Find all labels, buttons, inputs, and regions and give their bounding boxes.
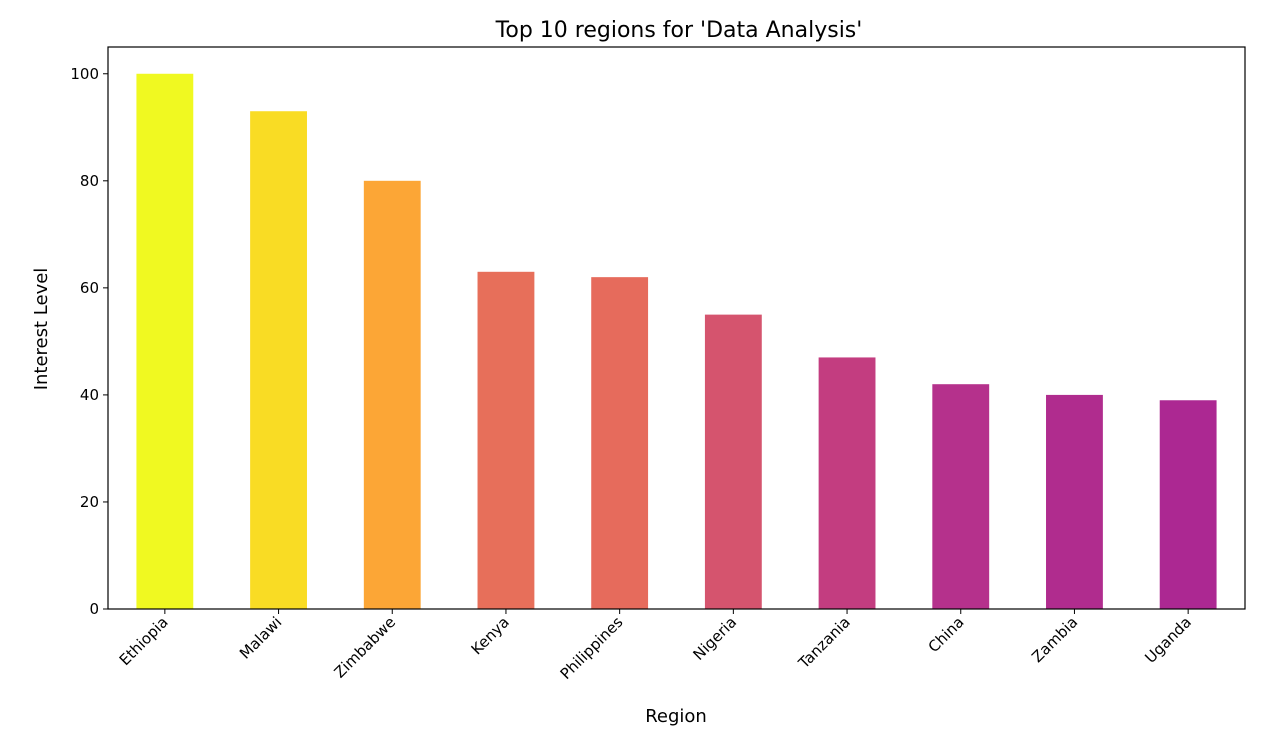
bar-zambia [1046,394,1103,609]
y-tick-label: 20 [80,493,99,511]
bar-china [932,384,990,609]
x-tick-label: Tanzania [794,613,854,673]
x-tick-label: Zimbabwe [331,613,399,681]
x-tick-label: Philippines [557,613,627,683]
bar-uganda [1159,400,1217,609]
x-tick-label: Zambia [1028,613,1081,666]
y-tick-label: 0 [89,600,99,618]
bar-kenya [477,271,535,609]
x-axis-title: Region [645,706,707,727]
x-tick-label: Ethiopia [116,613,172,669]
bar-nigeria [704,314,762,609]
y-tick-label: 60 [80,279,99,297]
bar-malawi [250,111,307,609]
bar-philippines [591,277,649,609]
x-tick-label: Nigeria [689,613,740,664]
y-tick-label: 80 [80,172,99,190]
chart-title: Top 10 regions for 'Data Analysis' [495,18,863,43]
plot-frame [107,46,1246,610]
y-axis: 0 20 40 60 80 100 [70,65,108,618]
x-tick-label: Malawi [236,613,285,662]
x-tick-label: Kenya [468,613,513,658]
y-tick-label: 100 [70,65,99,83]
y-axis-title: Interest Level [31,268,52,391]
y-tick-label: 40 [80,386,99,404]
x-axis: Ethiopia Malawi Zimbabwe Kenya Philippines Ni… [116,609,1195,683]
bar-tanzania [818,357,876,609]
bar-ethiopia [136,73,194,609]
bar-zimbabwe [363,180,421,610]
x-tick-label: China [925,613,968,656]
bars-layer [136,73,1217,610]
x-tick-label: Uganda [1141,613,1195,667]
